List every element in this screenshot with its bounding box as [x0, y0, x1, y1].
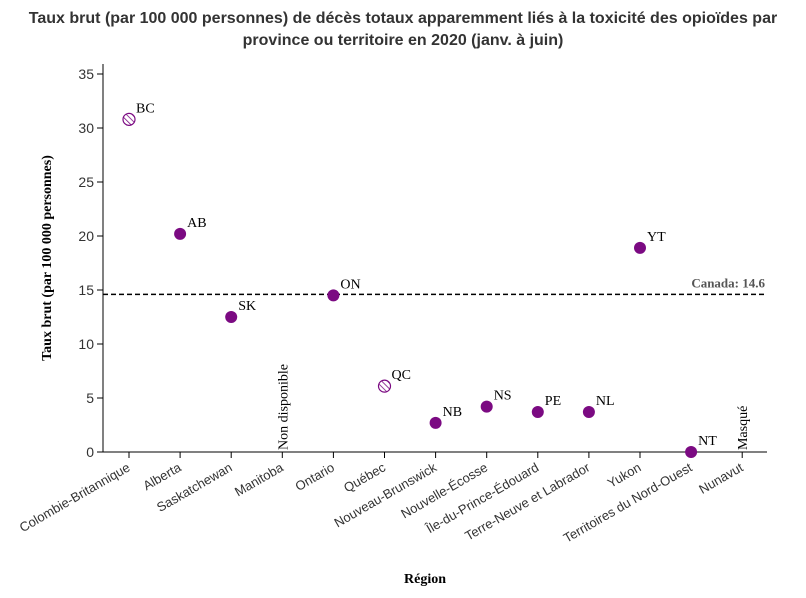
data-point-label: NS — [494, 389, 512, 404]
data-points: BC AB SK Non disponible ON QC NB NS PE NL YT NT Masq… — [122, 101, 751, 458]
y-axis-title: Taux brut (par 100 000 personnes) — [40, 155, 55, 361]
y-tick-label: 25 — [78, 174, 94, 190]
data-point — [480, 400, 493, 413]
data-point-label: ON — [340, 277, 360, 292]
data-point — [531, 406, 544, 419]
data-point — [429, 416, 442, 429]
data-point-label: PE — [545, 394, 561, 409]
y-tick-label: 5 — [86, 390, 94, 406]
x-tick-label: Nunavut — [696, 459, 746, 496]
data-point-label: SK — [238, 299, 256, 314]
data-point — [174, 227, 187, 240]
y-tick-label: 15 — [78, 282, 94, 298]
chart-title: Taux brut (par 100 000 personnes) de déc… — [28, 10, 778, 49]
data-point-label: BC — [136, 101, 155, 116]
y-tick-label: 10 — [78, 336, 94, 352]
reference-line-group: Canada: 14.6 — [103, 275, 767, 296]
data-point-label: AB — [187, 216, 206, 231]
x-tick-label: Yukon — [605, 460, 644, 491]
data-point — [225, 311, 238, 323]
x-tick-label: Manitoba — [232, 459, 286, 499]
y-tick-label: 30 — [78, 120, 94, 136]
x-tick-label: Ontario — [292, 460, 336, 494]
x-tick-label: Colombie-Britannique — [17, 460, 133, 535]
x-axis-title: Région — [404, 572, 446, 587]
y-tick-label: 0 — [86, 444, 94, 460]
y-tick-label: 20 — [78, 228, 94, 244]
data-point — [327, 289, 340, 302]
data-point — [685, 446, 698, 458]
data-point-hatched — [377, 379, 392, 393]
y-tick-label: 35 — [78, 66, 94, 82]
unavailable-note: Non disponible — [276, 364, 291, 450]
data-point-label: NB — [443, 405, 462, 420]
unavailable-note: Masqué — [736, 406, 751, 450]
data-point-label: NT — [698, 434, 717, 449]
data-point-label: NL — [596, 394, 615, 409]
data-point — [582, 406, 595, 419]
data-point-label: QC — [392, 368, 411, 383]
canada-reference-label: Canada: 14.6 — [691, 275, 765, 290]
data-point-hatched — [122, 112, 136, 126]
data-point — [634, 241, 646, 254]
data-point-label: YT — [647, 230, 666, 245]
